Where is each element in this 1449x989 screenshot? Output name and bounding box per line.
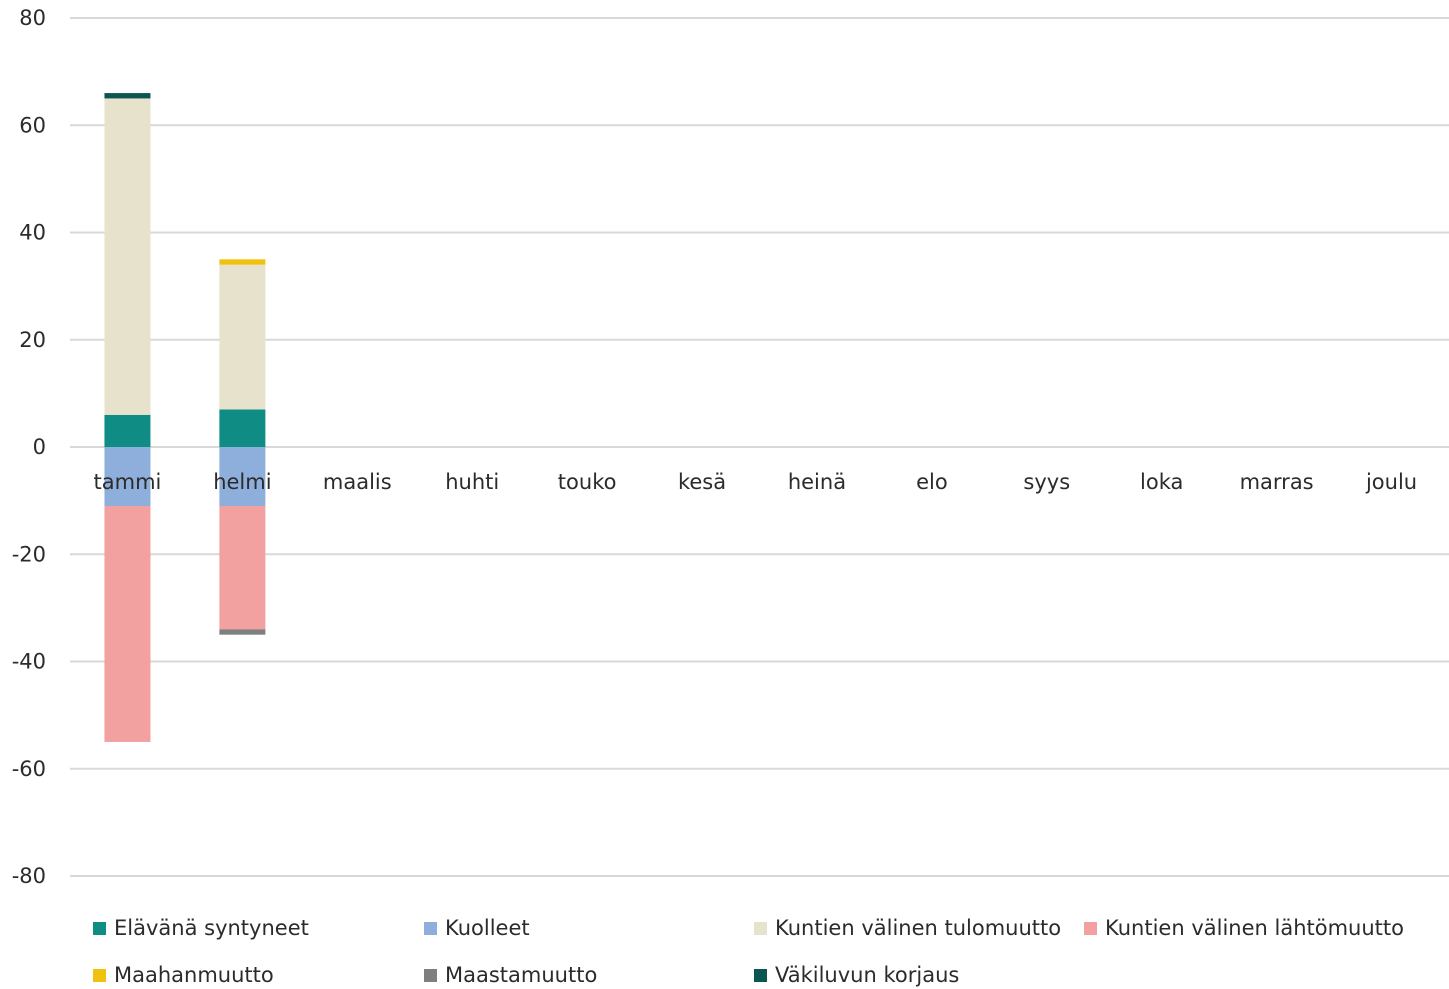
bar-segment — [219, 447, 266, 506]
x-category-label: maalis — [323, 470, 392, 494]
x-category-label: loka — [1140, 470, 1183, 494]
y-tick-label: 80 — [19, 6, 46, 30]
x-category-label: elo — [916, 470, 948, 494]
x-category-label: heinä — [788, 470, 846, 494]
x-category-label: touko — [558, 470, 617, 494]
y-tick-label: -20 — [12, 542, 46, 566]
x-category-label: tammi — [94, 470, 162, 494]
bar-segment — [219, 505, 266, 630]
bar-segment — [104, 447, 151, 506]
y-tick-label: 40 — [19, 221, 46, 245]
y-tick-label: -80 — [12, 864, 46, 888]
bar-segment — [104, 414, 151, 447]
x-category-label: marras — [1240, 470, 1314, 494]
x-category-label: joulu — [1365, 470, 1417, 494]
bar-segment — [104, 505, 151, 742]
y-tick-label: 0 — [33, 435, 46, 459]
x-category-label: syys — [1023, 470, 1070, 494]
y-tick-label: 60 — [19, 113, 46, 137]
x-category-label: helmi — [213, 470, 271, 494]
bar-segment — [219, 259, 266, 265]
bar-segment — [219, 629, 266, 635]
bar-segment — [104, 93, 151, 99]
y-tick-label: 20 — [19, 328, 46, 352]
bar-segment — [219, 264, 266, 410]
x-category-label: kesä — [678, 470, 726, 494]
y-tick-label: -40 — [12, 650, 46, 674]
gridlines — [70, 17, 1449, 877]
bar-segment — [219, 409, 266, 447]
bars — [104, 93, 266, 742]
bar-segment — [104, 98, 151, 415]
x-axis-category-labels: tammi helmi maalis huhti touko kesä heinä elo sy… — [94, 470, 1418, 494]
y-axis-tick-labels: 80 60 40 20 0 -20 -40 -60 -80 — [12, 6, 46, 888]
y-tick-label: -60 — [12, 757, 46, 781]
x-category-label: huhti — [445, 470, 499, 494]
